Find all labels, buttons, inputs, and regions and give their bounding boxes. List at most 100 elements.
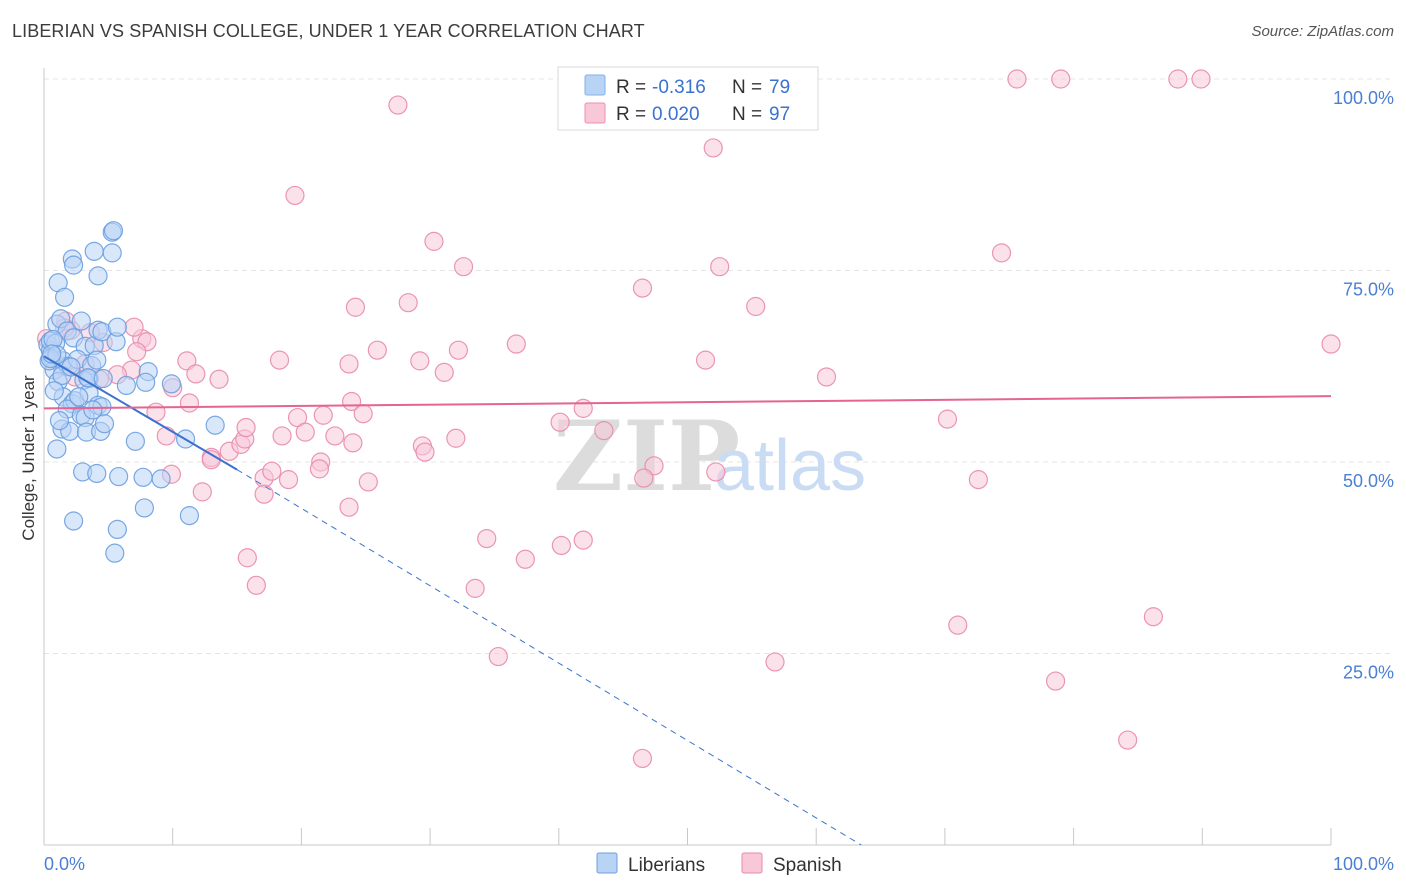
liberian-point [136, 372, 156, 392]
y-tick-labels: 25.0% 50.0% 75.0% 100.0% [1333, 88, 1394, 683]
spanish-point [254, 484, 274, 504]
y-tick-label: 25.0% [1343, 663, 1394, 683]
liberian-point [49, 411, 70, 431]
legend-n-value: 97 [769, 104, 790, 125]
spanish-point [424, 231, 444, 251]
liberian-point [161, 374, 182, 394]
x-tick-label-min: 0.0% [44, 854, 85, 874]
spanish-point [446, 428, 466, 448]
liberian-point [54, 287, 75, 307]
liberian-point [179, 506, 200, 526]
liberian-point [134, 498, 154, 518]
spanish-point [634, 468, 654, 488]
legend-n-value: 79 [769, 77, 790, 98]
spanish-point [573, 530, 593, 550]
legend-r-value: 0.020 [652, 104, 700, 125]
liberian-point [103, 221, 124, 241]
spanish-point [262, 461, 282, 481]
spanish-point [937, 409, 958, 429]
spanish-point [448, 340, 469, 360]
spanish-point [353, 404, 373, 424]
spanish-point [410, 351, 430, 371]
spanish-point [551, 535, 571, 556]
spanish-point [209, 369, 229, 389]
spanish-point [695, 350, 716, 370]
chart-title: LIBERIAN VS SPANISH COLLEGE, UNDER 1 YEA… [12, 21, 645, 41]
liberian-point [64, 255, 84, 275]
spanish-point [272, 426, 292, 446]
liberian-point [87, 350, 107, 370]
spanish-point [236, 417, 256, 438]
liberian-point [105, 543, 125, 563]
spanish-point [398, 293, 418, 313]
spanish-point [388, 95, 408, 115]
spanish-point [343, 433, 363, 453]
spanish-point [453, 257, 474, 277]
y-tick-label: 50.0% [1343, 471, 1394, 491]
spanish-point [1118, 730, 1138, 750]
spanish-point [339, 497, 359, 517]
legend-swatch-spanish [741, 852, 763, 874]
spanish-point [948, 615, 968, 635]
spanish-point [434, 362, 454, 382]
legend-swatch-liberians [584, 74, 606, 96]
spanish-point [127, 342, 147, 362]
spanish-trend-line [43, 395, 1332, 410]
watermark-atlas: atlas [714, 426, 866, 506]
spanish-point [177, 351, 197, 371]
series-spanish [36, 69, 1341, 769]
liberian-point [88, 266, 108, 286]
spanish-point [237, 548, 257, 568]
legend-label-spanish: Spanish [773, 855, 842, 876]
spanish-point [1045, 671, 1066, 691]
spanish-point [186, 364, 206, 384]
spanish-point [550, 412, 570, 432]
x-ticks [172, 828, 1332, 845]
spanish-point [295, 422, 315, 442]
spanish-point [506, 334, 526, 354]
spanish-point [367, 340, 387, 360]
legend-swatch-liberians [596, 852, 618, 874]
spanish-point [325, 426, 345, 446]
liberian-point [102, 243, 122, 263]
liberian-trend-line [43, 355, 238, 471]
spanish-point [285, 185, 305, 206]
liberian-trend-extension [236, 469, 862, 846]
spanish-point [488, 646, 508, 667]
legend-r-label: R = [616, 77, 646, 98]
y-tick-label: 100.0% [1333, 88, 1394, 108]
source-label: Source: ZipAtlas.com [1251, 23, 1394, 40]
spanish-point [594, 420, 614, 441]
liberian-point [125, 431, 145, 451]
watermark-zip: ZIP [553, 400, 740, 513]
spanish-point [339, 354, 359, 374]
spanish-point [644, 456, 664, 476]
spanish-point [415, 442, 435, 462]
liberian-point [151, 469, 171, 489]
y-axis-title: College, Under 1 year [19, 375, 38, 541]
liberian-point [87, 463, 107, 484]
spanish-point [968, 470, 988, 490]
spanish-point [1007, 69, 1027, 89]
spanish-point [192, 482, 212, 502]
liberian-point [109, 466, 129, 487]
spanish-point [703, 138, 723, 158]
spanish-point [246, 575, 266, 595]
spanish-point [313, 405, 333, 425]
liberian-point [94, 414, 115, 434]
liberian-point [93, 368, 113, 389]
spanish-point [124, 317, 144, 337]
spanish-point [1051, 69, 1071, 89]
liberian-point [116, 375, 136, 395]
spanish-point [816, 367, 837, 387]
liberian-point [133, 467, 153, 487]
spanish-point [515, 549, 535, 569]
legend-label-liberians: Liberians [628, 855, 705, 876]
spanish-point [345, 297, 366, 317]
spanish-point [179, 393, 200, 413]
liberian-point [69, 387, 89, 407]
liberian-point [84, 241, 104, 261]
legend-swatch-spanish [584, 102, 606, 124]
liberian-point [47, 439, 67, 459]
